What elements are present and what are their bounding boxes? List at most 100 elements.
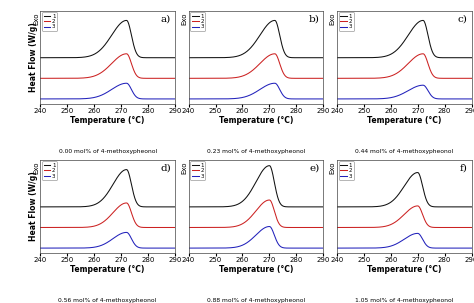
- 2: [469, 226, 474, 229]
- 3: [465, 246, 471, 250]
- 1: [45, 205, 50, 209]
- 3: [186, 246, 191, 250]
- 1: [320, 56, 326, 59]
- Text: e): e): [309, 164, 319, 172]
- 2: [320, 76, 326, 80]
- 1: [45, 56, 50, 59]
- 2: [248, 215, 254, 219]
- 1: [469, 56, 474, 59]
- Line: 1: 1: [189, 166, 323, 207]
- 2: [100, 70, 105, 74]
- 1: [396, 192, 401, 196]
- Legend: 1, 2, 3: 1, 2, 3: [338, 161, 354, 180]
- 1: [100, 198, 105, 201]
- 1: [165, 205, 171, 209]
- 3: [266, 225, 272, 228]
- 3: [317, 97, 322, 101]
- 3: [400, 238, 405, 242]
- 1: [469, 205, 474, 209]
- 3: [420, 83, 426, 87]
- X-axis label: Temperature (°C): Temperature (°C): [367, 265, 441, 274]
- 2: [251, 211, 257, 215]
- 2: [37, 76, 43, 80]
- 1: [400, 42, 405, 45]
- 1: [248, 190, 254, 193]
- 2: [317, 226, 322, 229]
- 2: [168, 76, 174, 80]
- 1: [456, 205, 462, 209]
- 1: [251, 42, 257, 45]
- 3: [400, 92, 405, 95]
- X-axis label: Temperature (°C): Temperature (°C): [219, 116, 293, 125]
- 1: [420, 18, 426, 22]
- 2: [334, 76, 340, 80]
- 3: [144, 97, 149, 101]
- 2: [168, 226, 174, 229]
- 1: [192, 205, 198, 209]
- 1: [465, 56, 471, 59]
- 3: [465, 97, 471, 101]
- Text: Exo: Exo: [329, 161, 336, 174]
- 3: [248, 238, 254, 242]
- 3: [168, 246, 174, 250]
- Text: 0.00 mol% of 4-methoxypheonol: 0.00 mol% of 4-methoxypheonol: [59, 148, 157, 154]
- Text: f): f): [460, 164, 467, 172]
- 1: [415, 171, 420, 174]
- Text: Exo: Exo: [33, 161, 39, 174]
- Legend: 1, 2, 3: 1, 2, 3: [42, 161, 57, 180]
- 2: [165, 226, 171, 229]
- Text: 1.05 mol% of 4-methoxypheonol: 1.05 mol% of 4-methoxypheonol: [355, 298, 454, 303]
- Text: Exo: Exo: [181, 12, 187, 25]
- 1: [465, 205, 471, 209]
- Line: 1: 1: [337, 20, 472, 58]
- X-axis label: Temperature (°C): Temperature (°C): [367, 116, 441, 125]
- 2: [334, 226, 340, 229]
- 3: [186, 97, 191, 101]
- 3: [317, 246, 322, 250]
- 1: [292, 205, 298, 209]
- 1: [341, 205, 346, 209]
- Text: Exo: Exo: [181, 161, 187, 174]
- Text: c): c): [458, 14, 467, 23]
- 2: [469, 76, 474, 80]
- 2: [396, 218, 401, 221]
- 3: [415, 231, 420, 235]
- 2: [465, 76, 471, 80]
- 3: [272, 82, 278, 85]
- 3: [124, 231, 129, 234]
- 2: [440, 226, 446, 229]
- 1: [144, 56, 149, 59]
- 1: [341, 56, 346, 59]
- 2: [462, 76, 468, 80]
- Line: 1: 1: [189, 20, 323, 58]
- 1: [37, 56, 43, 59]
- Text: d): d): [160, 164, 171, 172]
- Line: 1: 1: [40, 170, 175, 207]
- 2: [314, 76, 319, 80]
- 1: [440, 56, 446, 59]
- 3: [172, 246, 178, 250]
- 2: [317, 226, 322, 229]
- 2: [266, 198, 272, 202]
- 2: [309, 226, 314, 229]
- Line: 3: 3: [189, 227, 323, 248]
- 1: [103, 194, 109, 197]
- 1: [462, 56, 467, 59]
- 2: [172, 76, 178, 80]
- 2: [465, 226, 471, 229]
- 2: [456, 226, 462, 229]
- Y-axis label: Heat Flow (W/g): Heat Flow (W/g): [28, 171, 37, 241]
- Text: 0.23 mol% of 4-methoxypheonol: 0.23 mol% of 4-methoxypheonol: [207, 148, 305, 154]
- 3: [440, 246, 446, 250]
- 3: [103, 91, 109, 95]
- 2: [100, 221, 105, 225]
- 2: [168, 226, 174, 229]
- 2: [251, 67, 257, 71]
- 3: [465, 97, 471, 101]
- Text: 0.88 mol% of 4-methoxypheonol: 0.88 mol% of 4-methoxypheonol: [207, 298, 305, 303]
- 3: [396, 241, 401, 245]
- 2: [103, 218, 109, 222]
- 3: [248, 93, 254, 97]
- Legend: 1, 2, 3: 1, 2, 3: [42, 12, 57, 31]
- 1: [168, 56, 174, 59]
